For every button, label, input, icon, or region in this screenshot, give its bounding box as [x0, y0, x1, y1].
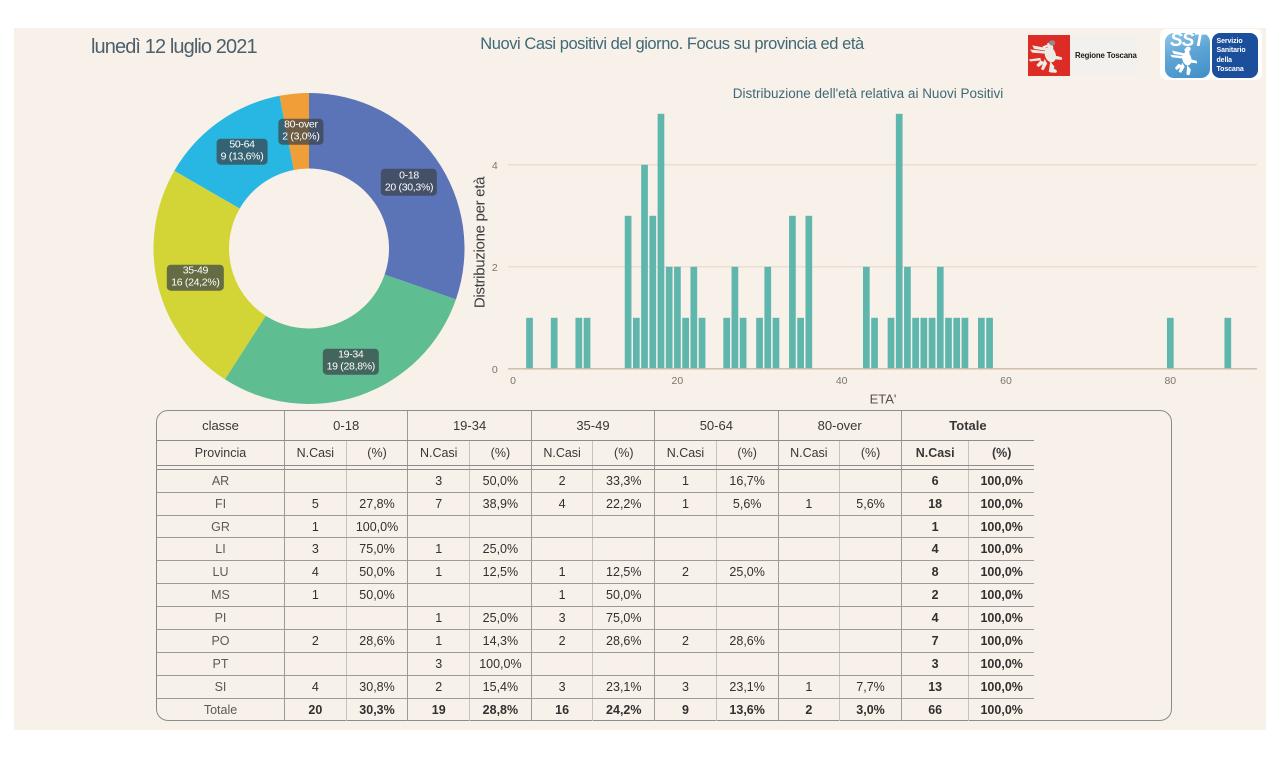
- svg-text:40: 40: [836, 375, 848, 387]
- svg-text:60: 60: [1000, 375, 1012, 387]
- svg-text:0: 0: [510, 375, 516, 387]
- svg-text:20: 20: [672, 375, 684, 387]
- svg-text:2: 2: [492, 262, 498, 274]
- svg-text:Distribuzione dell'età relativ: Distribuzione dell'età relativa ai Nuovi…: [733, 86, 1003, 101]
- svg-text:0: 0: [492, 364, 498, 376]
- svg-text:80: 80: [1164, 375, 1176, 387]
- svg-text:4: 4: [492, 160, 498, 172]
- svg-text:ETA': ETA': [870, 392, 897, 407]
